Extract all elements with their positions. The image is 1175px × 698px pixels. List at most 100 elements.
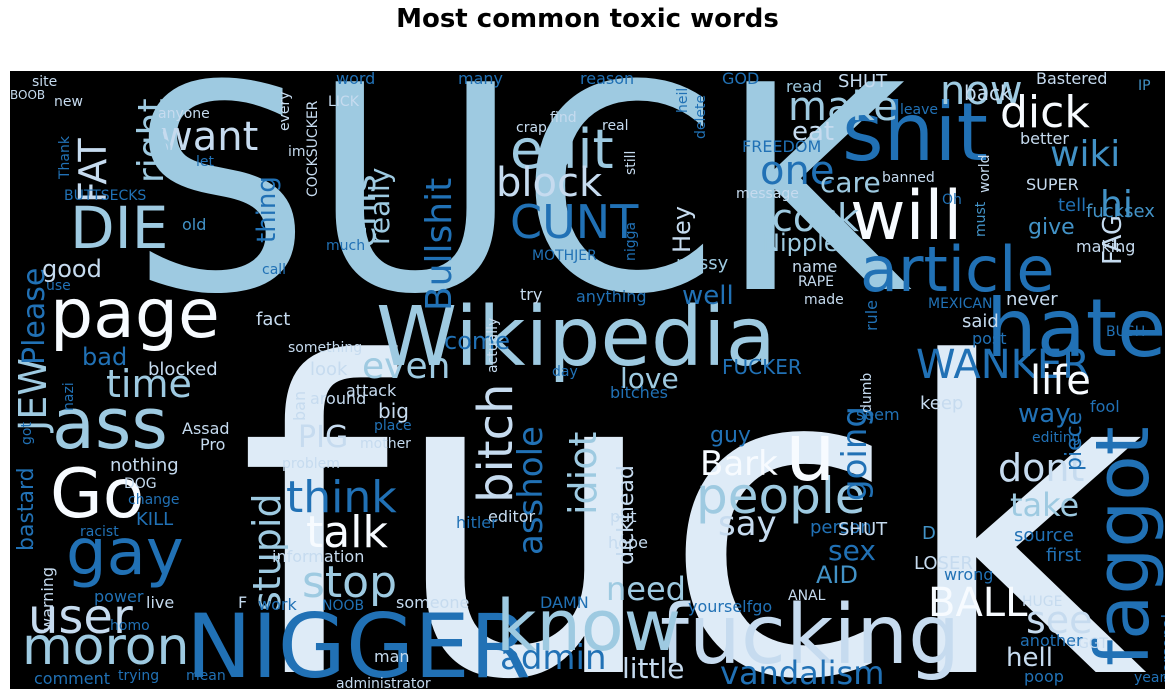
cloud-word: bastard	[14, 467, 39, 551]
cloud-word: work	[258, 595, 297, 614]
cloud-word: Assad	[182, 419, 230, 438]
cloud-word: information	[272, 547, 365, 566]
cloud-word: shit	[842, 86, 988, 179]
cloud-word: KILL	[136, 509, 174, 530]
cloud-word: place	[374, 418, 412, 434]
cloud-word: read	[786, 77, 823, 96]
cloud-word: comment	[34, 669, 111, 688]
cloud-word: fool	[1090, 397, 1120, 416]
cloud-word: BUSH	[1106, 324, 1146, 340]
cloud-word: ass	[52, 383, 168, 465]
cloud-word: AID	[816, 561, 858, 589]
cloud-word: say	[718, 504, 777, 544]
cloud-word: give	[1028, 215, 1075, 240]
cloud-word: must	[973, 201, 989, 237]
cloud-word: love	[620, 362, 679, 395]
cloud-word: first	[1046, 545, 1082, 566]
cloud-word: F	[238, 593, 248, 612]
cloud-word: blocked	[148, 359, 218, 380]
cloud-word: every	[277, 91, 293, 131]
cloud-word: name	[792, 257, 838, 276]
cloud-word: live	[146, 593, 175, 612]
cloud-word: power	[94, 587, 144, 606]
cloud-word: delete	[693, 94, 709, 139]
cloud-word: poop	[1024, 667, 1064, 686]
cloud-word: homo	[110, 618, 150, 634]
cloud-word: day	[552, 364, 578, 380]
cloud-word: u	[785, 406, 836, 499]
cloud-word: faggot	[1080, 426, 1165, 666]
cloud-word: wrong	[944, 565, 994, 584]
cloud-word: Bullshit	[419, 177, 460, 311]
cloud-word: cock	[772, 196, 860, 240]
cloud-word: many	[458, 71, 503, 88]
cloud-word: FUCKER	[722, 355, 802, 379]
cloud-word: said	[962, 311, 999, 332]
cloud-word: DOG	[124, 476, 157, 492]
cloud-word: see	[1026, 598, 1093, 642]
cloud-word: SHUT	[838, 519, 888, 540]
cloud-word: nazi	[61, 382, 77, 411]
cloud-word: look	[310, 359, 348, 380]
cloud-word: another	[1020, 631, 1083, 650]
cloud-word: change	[128, 492, 180, 508]
cloud-word: Go	[50, 455, 145, 534]
cloud-word: let	[196, 154, 214, 170]
cloud-word: MOTHJER	[532, 248, 597, 264]
cloud-word: Bark	[700, 444, 778, 484]
chart-title: Most common toxic words	[396, 4, 779, 34]
cloud-word: editing	[1032, 430, 1081, 446]
cloud-word: SUCK	[130, 71, 906, 357]
cloud-word: way	[1018, 399, 1071, 429]
cloud-word: edit	[510, 118, 614, 181]
cloud-word: Hey	[668, 205, 696, 253]
word-cloud: fuck SUCK NIGGER fucking know Wikipedia page sh…	[10, 71, 1165, 689]
cloud-word: source	[1014, 525, 1074, 546]
cloud-word: FGGT	[1070, 636, 1108, 652]
cloud-word: never	[1006, 289, 1058, 310]
cloud-word: much	[326, 238, 366, 254]
cloud-word: reason	[580, 71, 635, 88]
cloud-word: WANKER	[916, 342, 1090, 388]
cloud-word: message	[736, 186, 799, 202]
cloud-word: world	[977, 154, 993, 193]
cloud-word: NIGGER	[186, 595, 531, 690]
cloud-word: well	[682, 281, 734, 311]
cloud-word: PIG	[298, 420, 349, 455]
cloud-word: hell	[1006, 643, 1053, 673]
cloud-word: put	[610, 507, 637, 526]
cloud-word: anything	[576, 287, 647, 306]
cloud-word: Wikipedia	[376, 290, 776, 385]
cloud-word: year	[1134, 670, 1165, 686]
cloud-word: real	[602, 118, 629, 134]
cloud-word: need	[606, 570, 686, 608]
cloud-word: admin	[500, 638, 607, 678]
cloud-word: ban	[290, 390, 309, 421]
cloud-word: dick	[1000, 87, 1090, 138]
cloud-word: fact	[256, 309, 291, 330]
cloud-word: little	[622, 652, 685, 685]
cloud-word: administrator	[336, 676, 431, 689]
cloud-word: moron	[22, 617, 190, 677]
cloud-word: people	[696, 467, 866, 525]
cloud-word: person	[810, 517, 872, 538]
cloud-word: keep	[920, 393, 964, 414]
cloud-word: fucking	[660, 588, 961, 683]
cloud-word: really	[363, 167, 396, 245]
cloud-word: sex	[828, 534, 876, 567]
cloud-word: bitches	[610, 383, 668, 402]
cloud-word: dont	[998, 446, 1085, 490]
cloud-word: now	[940, 71, 1023, 114]
cloud-word: tell	[1058, 195, 1087, 216]
cloud-word: want	[160, 114, 259, 160]
cloud-word: RAPE	[798, 274, 835, 290]
cloud-word: problem	[282, 456, 340, 472]
cloud-word: SHUT	[838, 71, 888, 92]
cloud-word: JEW	[11, 358, 55, 431]
cloud-word: LICK	[328, 94, 359, 110]
cloud-word: ANAL	[788, 588, 826, 604]
cloud-word: BALL	[928, 580, 1028, 626]
cloud-word: time	[106, 362, 192, 406]
cloud-word: COCKSUCKER	[305, 100, 321, 197]
cloud-word: around	[310, 389, 367, 408]
